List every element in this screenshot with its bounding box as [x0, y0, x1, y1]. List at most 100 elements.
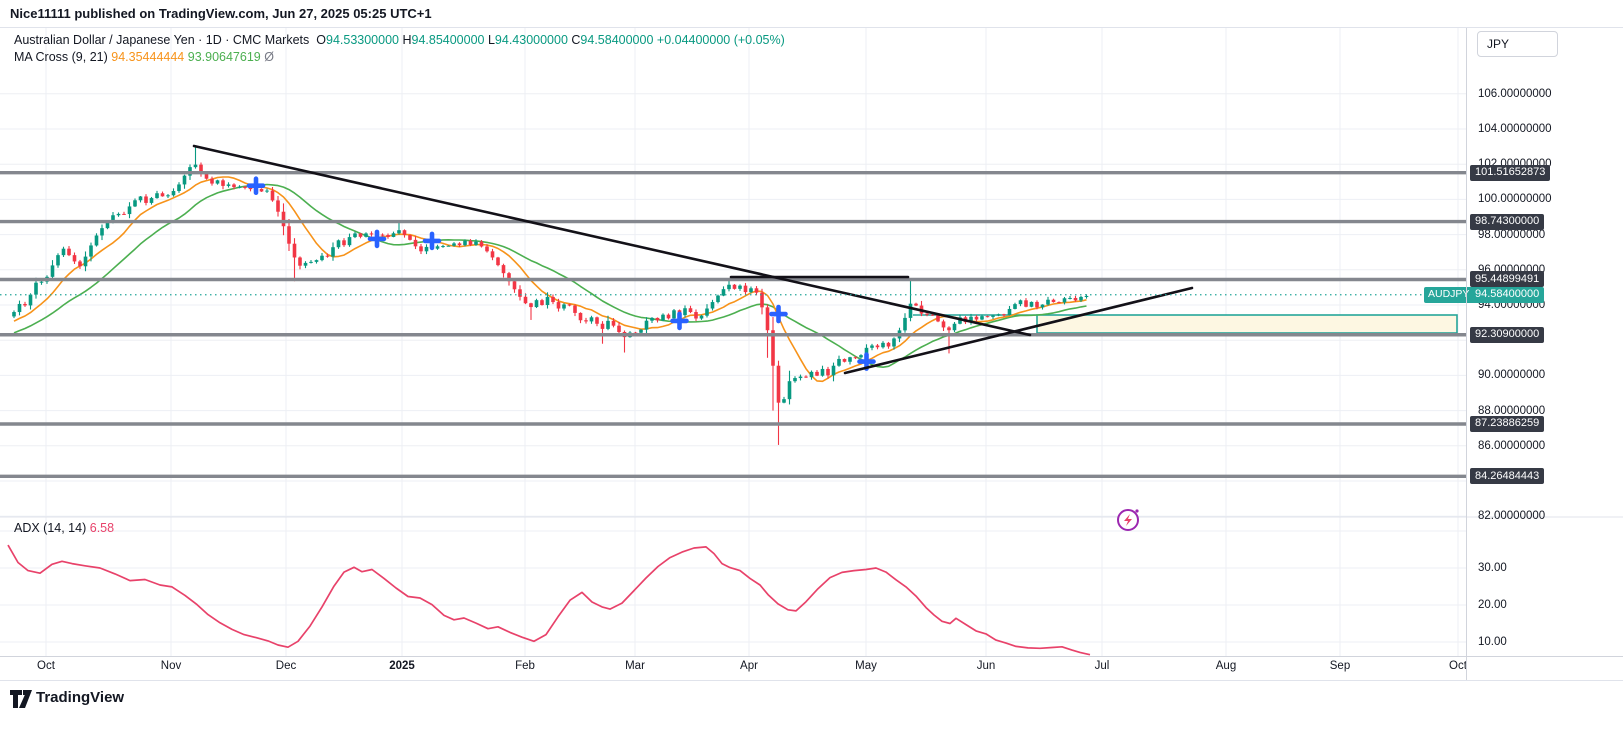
candle-body — [149, 198, 154, 203]
month-axis-label[interactable]: Oct — [1449, 660, 1467, 672]
month-axis-label[interactable]: Apr — [740, 660, 758, 672]
ohlc-label: O — [316, 33, 326, 47]
candle-body — [402, 230, 407, 236]
symbol-legend[interactable]: Australian Dollar / Japanese Yen · 1D · … — [14, 33, 785, 47]
month-axis-label[interactable]: Jun — [976, 660, 996, 672]
candle-body — [1084, 296, 1089, 298]
price-tick-label[interactable]: 104.00000000 — [1478, 123, 1552, 135]
candle-body — [226, 184, 231, 186]
ohlc-label: H — [402, 33, 412, 47]
last-price-label[interactable]: 94.58400000 — [1470, 286, 1545, 303]
candle-body — [12, 312, 16, 317]
candle-body — [265, 190, 269, 192]
candle-body — [287, 226, 291, 244]
candle-body — [1007, 308, 1012, 315]
price-tick-label[interactable]: 98.00000000 — [1478, 228, 1546, 241]
candle-body — [1062, 298, 1067, 303]
candle-body — [111, 215, 115, 222]
candle-body — [826, 368, 830, 376]
candle-body — [364, 233, 368, 237]
price-tick-label[interactable]: 106.00000000 — [1478, 87, 1552, 100]
candle-body — [67, 248, 71, 256]
candle-body — [892, 338, 896, 347]
supply-zone-box — [1036, 314, 1458, 334]
candle-body — [969, 316, 973, 323]
ma-source-icon: Ø — [264, 50, 274, 64]
candle-body — [116, 213, 121, 216]
adx-legend[interactable]: ADX (14, 14) 6.58 — [14, 521, 114, 535]
price-tick-label[interactable]: 88.00000000 — [1478, 404, 1546, 417]
candle-body — [435, 246, 440, 249]
adx-tick-label[interactable]: 30.00 — [1478, 562, 1507, 574]
month-axis-label[interactable]: Nov — [160, 660, 182, 672]
month-axis-label[interactable]: Jul — [1094, 660, 1110, 672]
candle-body — [765, 307, 770, 331]
candle-body — [908, 303, 913, 318]
month-axis-label[interactable]: May — [855, 660, 877, 672]
ohlc-value: 94.43000000 — [494, 33, 572, 47]
lightning-bolt-glyph — [1124, 514, 1132, 526]
candle-body — [815, 371, 819, 376]
candle-body — [320, 255, 324, 261]
adx-tick-label[interactable]: 20.00 — [1478, 599, 1507, 611]
candle-body — [501, 265, 506, 274]
ma-cross-name[interactable]: MA Cross (9, 21) — [14, 50, 108, 64]
candle-body — [160, 193, 165, 197]
adx-value: 6.58 — [89, 521, 115, 535]
candle-body — [848, 357, 852, 362]
candle-body — [743, 285, 748, 293]
candle-body — [1013, 304, 1017, 309]
month-axis-label[interactable]: Oct — [37, 660, 55, 672]
candle-body — [573, 305, 577, 313]
candle-body — [952, 323, 957, 331]
candle-body — [644, 320, 649, 330]
tradingview-logo-icon[interactable] — [10, 689, 32, 709]
ma-cross-legend[interactable]: MA Cross (9, 21) 94.35444444 93.90647619… — [14, 50, 274, 64]
level-price-label[interactable]: 92.30900000 — [1470, 326, 1545, 343]
ma9-line — [13, 176, 1087, 383]
candle-body — [534, 300, 539, 308]
candle-body — [89, 245, 93, 257]
price-tick-label[interactable]: 100.00000000 — [1478, 193, 1552, 206]
candle-body — [980, 316, 984, 320]
candle-body — [237, 186, 242, 188]
candle-body — [1079, 296, 1083, 301]
level-price-label[interactable]: 98.74300000 — [1470, 213, 1545, 230]
candle-body — [798, 376, 803, 379]
candle-body — [232, 184, 236, 188]
adx-name[interactable]: ADX (14, 14) — [14, 521, 87, 535]
month-axis-label[interactable]: Feb — [515, 660, 535, 672]
month-axis-label[interactable]: Aug — [1215, 660, 1237, 672]
trendline — [192, 144, 1032, 337]
level-price-label[interactable]: 95.44899491 — [1470, 271, 1545, 288]
candle-body — [56, 255, 60, 266]
adx-tick-label[interactable]: 10.00 — [1478, 636, 1507, 648]
tradingview-brand-text[interactable]: TradingView — [36, 689, 125, 706]
candle-body — [518, 289, 522, 297]
candle-body — [842, 358, 847, 362]
level-price-label[interactable]: 87.23886259 — [1470, 415, 1545, 432]
price-tick-label[interactable]: 90.00000000 — [1478, 369, 1546, 382]
candle-body — [485, 246, 489, 252]
candle-body — [562, 304, 566, 309]
candle-body — [991, 315, 995, 317]
price-tick-label[interactable]: 82.00000000 — [1478, 510, 1546, 523]
month-axis-label[interactable]: Dec — [275, 660, 297, 672]
month-axis-label[interactable]: Sep — [1329, 660, 1351, 672]
level-price-label[interactable]: 101.51652873 — [1470, 164, 1551, 181]
candle-body — [138, 196, 143, 201]
month-axis-label[interactable]: Mar — [625, 660, 645, 672]
symbol-title[interactable]: Australian Dollar / Japanese Yen · 1D · … — [14, 33, 310, 47]
candle-body — [259, 188, 264, 192]
price-tick-label[interactable]: 86.00000000 — [1478, 439, 1546, 452]
candle-body — [710, 302, 715, 309]
year-axis-label[interactable]: 2025 — [389, 660, 415, 672]
candle-body — [166, 195, 170, 197]
level-price-label[interactable]: 84.26484443 — [1470, 468, 1545, 485]
ohlc-value: 94.58400000 — [580, 33, 657, 47]
candle-body — [600, 323, 605, 329]
currency-toggle-button[interactable]: JPY — [1477, 31, 1558, 57]
change-value: +0.04400000 (+0.05%) — [656, 33, 785, 47]
